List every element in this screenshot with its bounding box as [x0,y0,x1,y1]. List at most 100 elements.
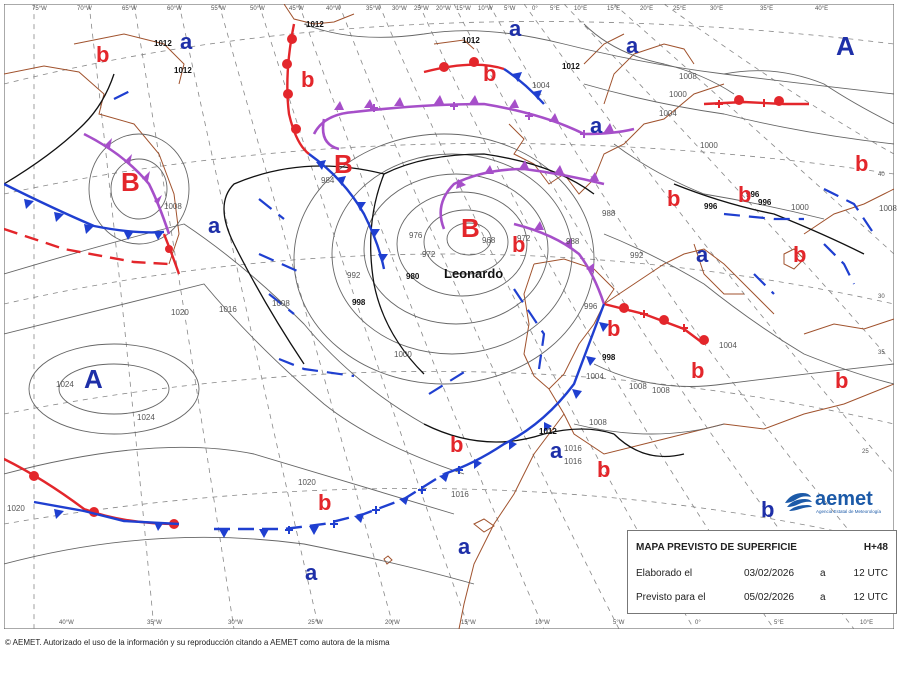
grid-label-top: 15°W [456,6,471,12]
isobar-label: 1008 [272,299,290,308]
graticule [4,4,894,629]
isobar-label: 1012 [174,66,192,75]
isobar-label: 1000 [791,203,809,212]
low-pressure-center: b [835,368,849,393]
grid-label-top: 45°W [289,6,304,12]
grid-label-bottom: 10°E [860,620,874,626]
isobars [4,23,894,585]
isobar-label: 1000 [669,90,687,99]
grid-label-top: 50°W [250,6,265,12]
high-pressure-center: a [550,438,563,463]
warm-plus [640,99,768,332]
info-title: MAPA PREVISTO DE SUPERFICIE [636,541,797,553]
high-pressure-center: a [696,242,709,267]
grid-label-bottom: 40°W [59,620,74,626]
low-pressure-center: b [738,182,752,207]
low-pressure-center: B [334,149,353,179]
isobar-label: 968 [482,236,496,245]
isobar-label: 984 [321,176,335,185]
low-pressure-center: B [461,213,480,243]
grid-label-top: 40°E [815,6,829,12]
isobar-label: 1004 [659,109,677,118]
grid-label-bottom: 10°W [535,620,550,626]
coastlines [4,4,894,629]
troughs [113,88,875,395]
grid-label-bottom: 5°E [774,620,784,626]
isobar-label: 992 [347,271,361,280]
occluded-plus [370,102,588,138]
isobar-label: 1004 [719,341,737,350]
valid-date: 05/02/2026 [744,591,795,603]
issued-time: 12 UTC [853,567,888,579]
grid-label-top: 20°E [640,6,654,12]
high-pressure-center: a [590,113,603,138]
forecast-info-box: MAPA PREVISTO DE SUPERFICIE H+48 Elabora… [627,530,897,614]
isobar-label: 1012 [154,39,172,48]
grid-label-right: 30 [878,294,885,300]
high-pressure-center: A [84,364,103,394]
isobar-label: 1008 [652,386,670,395]
low-pressure-center: b [855,151,869,176]
isobar-label: 1000 [700,141,718,150]
isobar-label: 1004 [532,81,550,90]
valid-sep: a [820,591,826,603]
isobar-label: 996 [704,202,718,211]
valid-time: 12 UTC [853,591,888,603]
info-title-row: MAPA PREVISTO DE SUPERFICIE H+48 [636,539,888,555]
info-step: H+48 [863,541,888,553]
info-issued-row: Elaborado el 03/02/2026 a 12 UTC [636,565,888,581]
grid-label-top: 5°W [504,6,516,12]
grid-label-top: 15°E [607,6,621,12]
low-pressure-center: b [483,61,497,86]
isobar-label: 1008 [164,202,182,211]
high-pressure-center: a [305,560,318,585]
grid-label-top: 60°W [167,6,182,12]
grid-label-right: 35 [878,350,885,356]
grid-label-right: 25 [862,449,869,455]
low-pressure-center: B [121,167,140,197]
isobar-label: 996 [758,198,772,207]
isobar-label: 1020 [298,478,316,487]
grid-label-bottom: 0° [695,620,701,626]
copyright-notice: © AEMET. Autorizado el uso de la informa… [5,638,390,647]
high-pressure-center: a [208,213,221,238]
storm-name-label: Leonardo [444,266,504,281]
low-pressure-center: b [96,42,110,67]
cold-symbols [24,72,609,538]
low-pressure-center: b [607,316,621,341]
grid-label-top: 20°W [436,6,451,12]
grid-label-top: 5°E [550,6,560,12]
isobar-label: 1020 [171,308,189,317]
isobar-label: 998 [602,353,616,362]
isobar-label: 1008 [629,382,647,391]
grid-label-top: 65°W [122,6,137,12]
isobar-label: 1016 [451,490,469,499]
low-pressure-center: b [512,232,526,257]
isobar-label: 1008 [589,418,607,427]
high-pressure-center: A [836,31,855,61]
isobar-label: 980 [406,272,420,281]
isobar-label: 996 [584,302,598,311]
isobar-label: 1008 [879,204,897,213]
low-pressure-center: b [667,186,681,211]
low-pressure-center: b [318,490,332,515]
isobar-label: 972 [422,250,436,259]
isobar-label: 1004 [586,372,604,381]
issued-label: Elaborado el [636,567,693,579]
grid-label-bottom: 25°W [308,620,323,626]
isobar-label: 1016 [219,305,237,314]
isobar-label: 1000 [394,350,412,359]
isobar-label: 1024 [137,413,155,422]
issued-sep: a [820,567,826,579]
grid-label-top: 25°E [673,6,687,12]
grid-label-top: 40°W [326,6,341,12]
high-pressure-center: a [458,534,471,559]
grid-label-top: 10°W [478,6,493,12]
isobar-label: 1020 [7,504,25,513]
cold-plus [285,466,463,534]
weather-map: 75°W 70°W 65°W 60°W 55°W 50°W 45°W 40°W … [4,4,897,629]
grid-label-top: 25°W [414,6,429,12]
grid-label-top: 10°E [574,6,588,12]
grid-label-bottom: 20°W [385,620,400,626]
aemet-logo: aemet Agencia Estatal de Meteorología [783,487,895,517]
